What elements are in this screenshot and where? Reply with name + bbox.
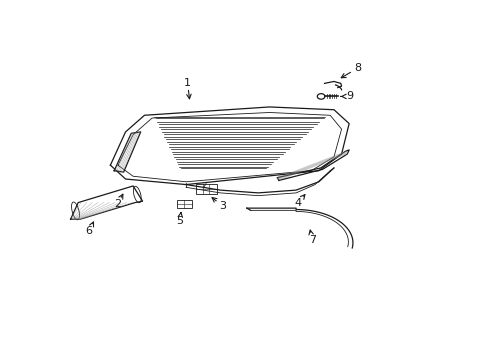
Text: 6: 6 — [85, 226, 92, 236]
Text: 9: 9 — [346, 91, 353, 102]
Text: 5: 5 — [176, 216, 183, 226]
Text: 2: 2 — [114, 199, 121, 210]
Text: 7: 7 — [308, 235, 315, 245]
Bar — [176, 201, 191, 208]
Bar — [195, 184, 216, 194]
Text: 8: 8 — [354, 63, 361, 73]
Text: 1: 1 — [183, 78, 191, 87]
Text: 3: 3 — [219, 201, 226, 211]
Text: 4: 4 — [294, 198, 301, 208]
